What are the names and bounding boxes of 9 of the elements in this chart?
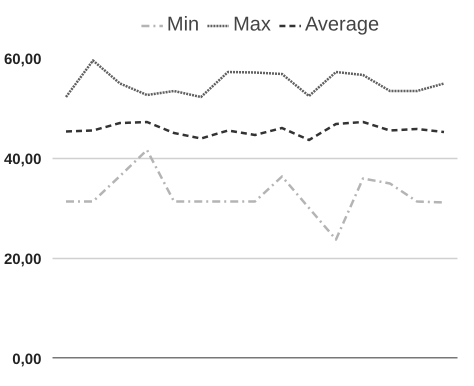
y-tick-label: 60,00 [4, 51, 42, 68]
y-tick-label: 40,00 [4, 151, 42, 168]
line-series [64, 59, 446, 98]
legend-label: Min [166, 14, 200, 36]
y-tick-label: 0,00 [12, 351, 42, 368]
line-series [64, 120, 446, 142]
legend-label: Average [304, 14, 380, 36]
legend-label: Max [233, 14, 271, 36]
y-tick-label: 20,00 [4, 251, 42, 268]
